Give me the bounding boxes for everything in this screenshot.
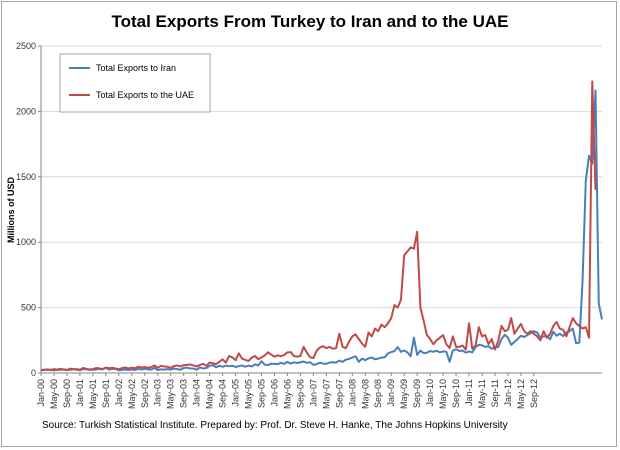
x-tick-label: May-05: [244, 379, 254, 409]
legend-label-iran: Total Exports to Iran: [96, 63, 176, 73]
series-lines: [40, 80, 603, 372]
legend: Total Exports to Iran Total Exports to t…: [59, 53, 211, 113]
x-tick-label: Sep-09: [412, 379, 422, 408]
x-tick-label: May-07: [321, 379, 331, 409]
x-tick-label: Sep-08: [373, 379, 383, 408]
x-tick-label: Jan-04: [192, 379, 202, 407]
x-tick-label: May-04: [205, 379, 215, 409]
x-tick-label: Jan-07: [308, 379, 318, 407]
x-tick-label: Jan-09: [386, 379, 396, 407]
x-tick-label: May-10: [438, 379, 448, 409]
x-tick-label: Jan-05: [231, 379, 241, 407]
series-line-uae: [40, 80, 597, 372]
x-tick-label: Sep-10: [451, 379, 461, 408]
y-tick-label: 500: [21, 303, 36, 313]
x-tick-label: Sep-00: [62, 379, 72, 408]
x-tick-label: Jan-12: [503, 379, 513, 407]
x-tick-label: Jan-00: [36, 379, 46, 407]
y-tick-label: 0: [31, 368, 36, 378]
axes: [40, 46, 602, 374]
x-tick-label: Sep-02: [140, 379, 150, 408]
x-tick-label: Jan-03: [153, 379, 163, 407]
series-line-iran: [40, 89, 603, 372]
x-tick-label: May-08: [360, 379, 370, 409]
source-note: Source: Turkish Statistical Institute. P…: [42, 420, 508, 431]
x-tick-label: Jan-08: [347, 379, 357, 407]
x-tick-label: May-00: [49, 379, 59, 409]
x-tick-label: Sep-05: [257, 379, 267, 408]
x-tick-label: Sep-03: [179, 379, 189, 408]
x-tick-label: May-11: [477, 379, 487, 408]
y-tick-label: 2500: [16, 41, 36, 51]
x-tick-label: Jan-10: [425, 379, 435, 407]
x-tick-label: Jan-11: [464, 379, 474, 406]
y-tick-label: 1000: [16, 237, 36, 247]
y-axis-label: Millions of USD: [6, 177, 16, 243]
y-tick-labels: 0 500 1000 1500 2000 2500: [16, 41, 41, 378]
x-tick-label: May-01: [88, 379, 98, 409]
y-tick-label: 1500: [16, 172, 36, 182]
x-tick-label: Sep-04: [218, 379, 228, 408]
x-tick-label: Sep-06: [295, 379, 305, 408]
x-tick-labels: Jan-00 May-00 Sep-00 Jan-01 May-01 Sep-01 Jan-…: [36, 373, 539, 409]
x-tick-label: Sep-12: [529, 379, 539, 408]
x-tick-label: May-09: [399, 379, 409, 409]
x-tick-label: Jan-02: [114, 379, 124, 407]
legend-box: [59, 53, 211, 113]
x-tick-label: Sep-01: [101, 379, 111, 408]
x-tick-label: Jan-06: [269, 379, 279, 407]
chart-title: Total Exports From Turkey to Iran and to…: [111, 12, 509, 31]
legend-label-uae: Total Exports to the UAE: [96, 90, 194, 100]
x-tick-label: Sep-07: [334, 379, 344, 408]
y-tick-label: 2000: [16, 106, 36, 116]
x-tick-label: May-06: [282, 379, 292, 409]
x-tick-label: Sep-11: [490, 379, 500, 407]
x-tick-label: Jan-01: [75, 379, 85, 407]
x-tick-label: May-12: [516, 379, 526, 409]
x-tick-label: May-03: [166, 379, 176, 409]
x-tick-label: May-02: [127, 379, 137, 409]
